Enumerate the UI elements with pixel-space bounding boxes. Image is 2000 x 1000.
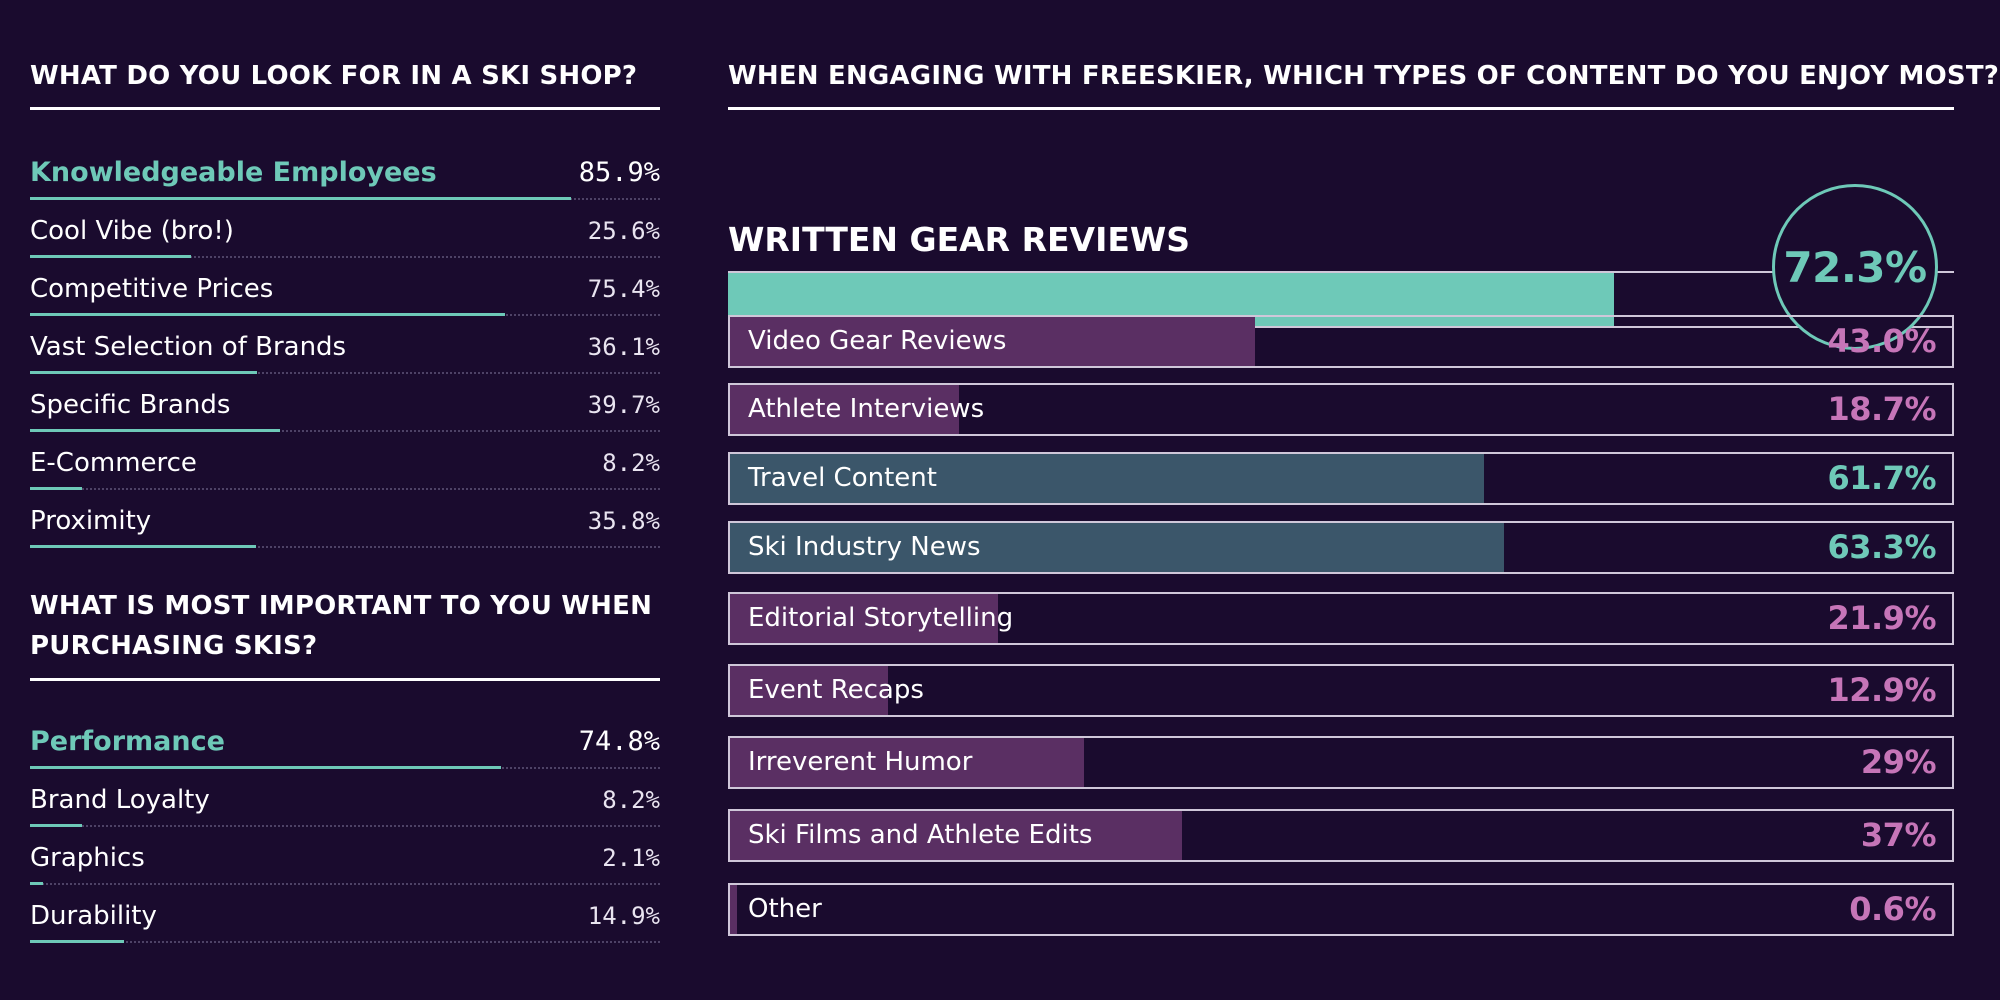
- content-bar-row: Event Recaps 12.9%: [728, 664, 1954, 717]
- content-bar-label: Athlete Interviews: [748, 394, 985, 424]
- row-bar: [30, 766, 502, 769]
- highlight-value: 72.3%: [1783, 242, 1927, 292]
- content-bar: [730, 594, 998, 643]
- row-value: 25.6%: [587, 217, 660, 245]
- row-label: Specific Brands: [30, 390, 231, 420]
- row-bar: [30, 197, 572, 200]
- list-row: Specific Brands 39.7%: [30, 374, 660, 432]
- row-label: E-Commerce: [30, 448, 197, 478]
- content-bar-row: Video Gear Reviews 43.0%: [728, 315, 1954, 368]
- ski-purchase-list: Performance 74.8% Brand Loyalty 8.2% Graphic…: [30, 711, 660, 943]
- content-bar-label: Editorial Storytelling: [748, 603, 1014, 633]
- row-bar: [30, 824, 82, 827]
- content-bar-row: Other 0.6%: [728, 883, 1954, 936]
- row-bar: [30, 940, 124, 943]
- row-label: Knowledgeable Employees: [30, 157, 437, 188]
- content-bar-label: Ski Industry News: [748, 532, 981, 562]
- list-row: Vast Selection of Brands 36.1%: [30, 316, 660, 374]
- ski-shop-list: Knowledgeable Employees 85.9% Cool Vibe (b…: [30, 142, 660, 548]
- content-bar-value: 0.6%: [1849, 890, 1936, 928]
- content-bar-value: 63.3%: [1827, 528, 1936, 566]
- content-bar-value: 61.7%: [1827, 459, 1936, 497]
- list-row: Brand Loyalty 8.2%: [30, 769, 660, 827]
- list-row: Performance 74.8%: [30, 711, 660, 769]
- content-bar-value: 18.7%: [1827, 390, 1936, 428]
- content-bar-label: Irreverent Humor: [748, 747, 973, 777]
- content-bar-row: Irreverent Humor 29%: [728, 736, 1954, 789]
- row-value: 74.8%: [578, 726, 660, 757]
- row-value: 75.4%: [587, 275, 660, 303]
- content-bar: [730, 811, 1183, 860]
- content-bar-row: Travel Content 61.7%: [728, 452, 1954, 505]
- content-bar: [730, 317, 1256, 366]
- row-label: Brand Loyalty: [30, 785, 210, 815]
- row-bar: [30, 487, 82, 490]
- row-value: 85.9%: [578, 157, 660, 188]
- row-bar: [30, 882, 44, 885]
- list-row: Knowledgeable Employees 85.9%: [30, 142, 660, 200]
- content-bar-value: 29%: [1860, 743, 1937, 781]
- list-row: E-Commerce 8.2%: [30, 432, 660, 490]
- row-value: 8.2%: [602, 449, 660, 477]
- row-bar: [30, 371, 258, 374]
- list-row: Competitive Prices 75.4%: [30, 258, 660, 316]
- content-bar: [730, 885, 738, 934]
- content-bar-row: Ski Industry News 63.3%: [728, 521, 1954, 574]
- row-value: 36.1%: [587, 333, 660, 361]
- content-bar-row: Athlete Interviews 18.7%: [728, 383, 1954, 436]
- content-bar-label: Event Recaps: [748, 675, 924, 705]
- highlight-circle: 72.3%: [1772, 184, 1938, 350]
- content-bar-value: 12.9%: [1827, 671, 1936, 709]
- row-value: 8.2%: [602, 786, 660, 814]
- content-bar-value: 21.9%: [1827, 599, 1936, 637]
- highlight-label: WRITTEN GEAR REVIEWS: [728, 220, 1191, 259]
- list-row: Proximity 35.8%: [30, 490, 660, 548]
- row-value: 35.8%: [587, 507, 660, 535]
- content-bar-value: 37%: [1860, 816, 1937, 854]
- row-bar: [30, 313, 506, 316]
- row-label: Graphics: [30, 843, 145, 873]
- row-bar: [30, 429, 281, 432]
- row-label: Vast Selection of Brands: [30, 332, 347, 362]
- content-bar: [730, 738, 1085, 787]
- content-bar-row: Ski Films and Athlete Edits 37%: [728, 809, 1954, 862]
- content-bar: [730, 454, 1484, 503]
- list-row: Graphics 2.1%: [30, 827, 660, 885]
- row-value: 14.9%: [587, 902, 660, 930]
- row-label: Cool Vibe (bro!): [30, 216, 234, 246]
- right-panel: WHEN ENGAGING WITH FREESKIER, WHICH TYPE…: [728, 56, 1999, 936]
- content-bar: [730, 385, 959, 434]
- row-label: Durability: [30, 901, 157, 931]
- content-bar-value: 43.0%: [1827, 322, 1936, 360]
- row-label: Competitive Prices: [30, 274, 274, 304]
- content-chart-title: WHEN ENGAGING WITH FREESKIER, WHICH TYPE…: [728, 56, 1999, 110]
- highlight-row: WRITTEN GEAR REVIEWS 72.3%: [728, 110, 1954, 350]
- row-bar: [30, 545, 256, 548]
- row-label: Proximity: [30, 506, 152, 536]
- row-value: 2.1%: [602, 844, 660, 872]
- ski-shop-chart-title: WHAT DO YOU LOOK FOR IN A SKI SHOP?: [30, 56, 660, 110]
- content-bar-label: Travel Content: [748, 463, 937, 493]
- left-panel: WHAT DO YOU LOOK FOR IN A SKI SHOP? Know…: [30, 56, 660, 943]
- row-bar: [30, 255, 192, 258]
- content-bar: [730, 523, 1504, 572]
- content-bar: [730, 666, 888, 715]
- content-bar-label: Ski Films and Athlete Edits: [748, 820, 1093, 850]
- row-label: Performance: [30, 726, 225, 757]
- list-row: Cool Vibe (bro!) 25.6%: [30, 200, 660, 258]
- list-row: Durability 14.9%: [30, 885, 660, 943]
- row-value: 39.7%: [587, 391, 660, 419]
- content-bar-label: Video Gear Reviews: [748, 326, 1007, 356]
- ski-purchase-chart-title: WHAT IS MOST IMPORTANT TO YOU WHEN PURCH…: [30, 586, 660, 681]
- content-bar-row: Editorial Storytelling 21.9%: [728, 592, 1954, 645]
- content-bar-label: Other: [748, 894, 822, 924]
